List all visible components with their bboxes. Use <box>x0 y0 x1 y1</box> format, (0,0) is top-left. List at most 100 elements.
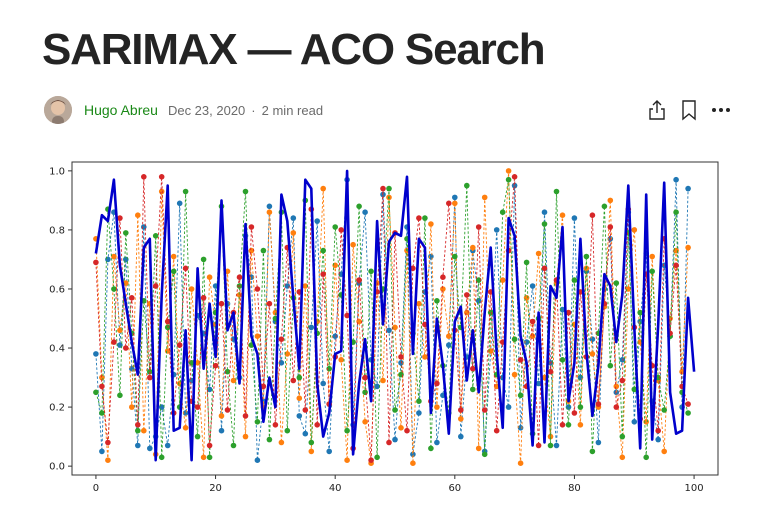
data-point <box>434 380 440 387</box>
data-point <box>607 224 614 230</box>
data-point <box>428 253 434 260</box>
data-point <box>236 274 243 280</box>
data-point <box>661 448 667 455</box>
y-tick-label: 0.4 <box>49 344 65 355</box>
data-point <box>416 410 422 416</box>
data-point <box>673 176 679 183</box>
data-point <box>374 454 380 461</box>
data-point <box>117 392 123 399</box>
data-point <box>374 383 380 390</box>
data-point <box>553 188 560 195</box>
data-point <box>481 451 488 458</box>
data-point <box>308 448 315 455</box>
data-point <box>619 433 626 440</box>
data-point <box>619 357 626 363</box>
data-point <box>434 439 440 446</box>
y-tick-label: 0.0 <box>49 462 65 473</box>
more-button[interactable] <box>706 96 736 124</box>
data-point <box>182 425 189 431</box>
data-point <box>344 427 350 434</box>
data-point <box>547 360 554 366</box>
data-point <box>93 389 99 396</box>
avatar[interactable] <box>44 96 72 124</box>
data-point <box>446 333 452 339</box>
data-point <box>356 277 362 283</box>
publish-date: Dec 23, 2020 <box>167 102 246 118</box>
data-point <box>314 422 321 428</box>
data-point <box>266 300 273 307</box>
x-tick-label: 40 <box>329 483 342 494</box>
data-point <box>368 268 374 275</box>
data-point <box>428 221 434 227</box>
x-tick-label: 60 <box>448 483 461 494</box>
data-point <box>236 292 243 298</box>
data-point <box>673 262 679 269</box>
data-point <box>164 318 171 325</box>
data-point <box>254 286 261 292</box>
data-point <box>158 174 165 180</box>
data-point <box>254 419 261 425</box>
data-point <box>129 295 135 301</box>
data-point <box>242 413 249 419</box>
data-point <box>362 389 368 396</box>
share-button[interactable] <box>642 96 672 124</box>
y-tick-label: 0.8 <box>49 225 65 236</box>
data-point <box>356 203 362 210</box>
data-point <box>440 286 446 292</box>
data-point <box>314 218 321 224</box>
data-point <box>386 327 392 334</box>
data-point <box>631 227 638 233</box>
data-point <box>643 454 649 461</box>
data-point <box>230 377 237 384</box>
data-point <box>607 197 614 204</box>
more-icon <box>712 108 730 112</box>
data-point <box>505 176 512 183</box>
data-point <box>577 422 584 428</box>
data-point <box>505 404 512 410</box>
data-point <box>176 200 183 207</box>
data-point <box>141 427 147 434</box>
data-point <box>308 324 315 331</box>
data-point <box>434 404 440 410</box>
data-point <box>535 250 542 257</box>
data-point <box>655 427 661 434</box>
data-point <box>266 203 273 210</box>
data-point <box>117 215 123 221</box>
data-point <box>446 200 452 207</box>
data-point <box>242 433 249 440</box>
data-point <box>302 283 309 289</box>
data-point <box>170 253 177 260</box>
data-point <box>553 442 560 449</box>
data-point <box>619 454 626 461</box>
data-point <box>511 336 518 342</box>
data-point <box>320 380 327 387</box>
data-point <box>344 457 350 464</box>
author-name[interactable]: Hugo Abreu <box>84 102 158 118</box>
data-point <box>99 448 105 455</box>
data-point <box>254 333 261 339</box>
data-point <box>350 241 356 248</box>
data-point <box>296 395 303 401</box>
bookmark-button[interactable] <box>674 96 704 124</box>
data-point <box>416 215 422 221</box>
data-point <box>613 280 620 286</box>
data-point <box>541 265 548 272</box>
data-point <box>141 174 147 180</box>
data-point <box>206 274 213 280</box>
data-point <box>93 351 99 357</box>
meta-separator: · <box>251 102 256 118</box>
y-tick-label: 1.0 <box>49 166 65 177</box>
data-point <box>320 271 327 277</box>
data-point <box>410 265 416 272</box>
data-point <box>517 357 524 363</box>
data-point <box>338 227 345 233</box>
data-point <box>182 265 189 272</box>
data-point <box>475 445 482 452</box>
data-point <box>464 292 470 298</box>
avatar-image <box>44 96 72 124</box>
data-point <box>200 454 207 461</box>
data-point <box>158 454 165 461</box>
data-point <box>416 398 422 404</box>
data-point <box>362 374 368 381</box>
data-point <box>111 339 117 345</box>
